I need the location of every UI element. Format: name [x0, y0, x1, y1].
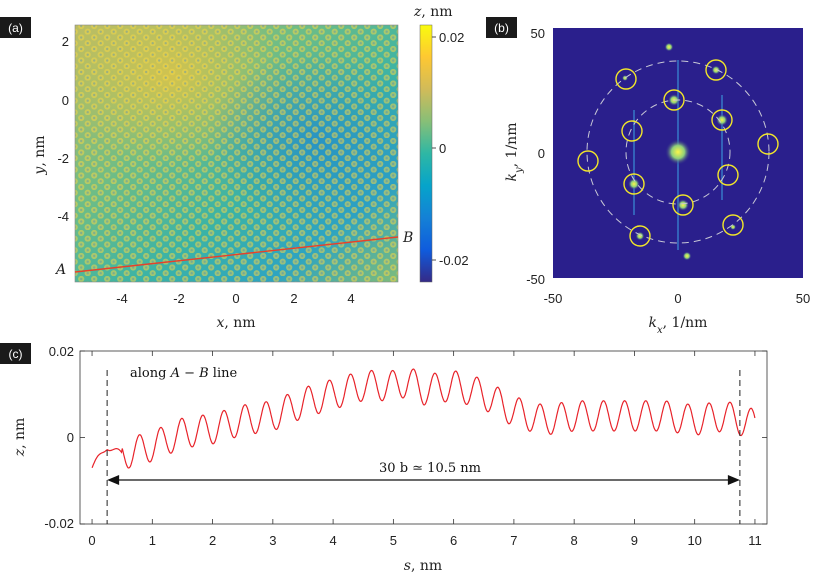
panel-c-tag: (c) [9, 347, 23, 361]
fft-spot [716, 114, 728, 126]
panel-a-xticks: -4 -2 0 2 4 [116, 291, 354, 306]
fft-marker-circle [663, 89, 685, 111]
ytick-label: -2 [57, 151, 69, 166]
panel-b-tag: (b) [494, 21, 509, 35]
xtick-label: 50 [796, 291, 810, 306]
ytick-label: -0.02 [44, 516, 74, 531]
panel-b-tag-bg [486, 17, 517, 38]
fft-marker-circle [705, 59, 727, 81]
stm-topography-image [75, 25, 398, 282]
xtick-label: 11 [748, 533, 762, 548]
fft-spot [677, 199, 689, 211]
xtick-label: 10 [687, 533, 701, 548]
xtick-label: 5 [390, 533, 397, 548]
panel-c-plot-area [79, 350, 768, 525]
profile-annotation: along A − B line [130, 366, 237, 381]
panel-c-yticks: 0.02 0 -0.02 [44, 344, 74, 531]
fft-spot [622, 75, 628, 81]
panel-b-xticks: -50 0 50 [544, 291, 811, 306]
panel-c-xtick-marks [91, 351, 756, 524]
fft-marker-circle [629, 225, 651, 247]
fft-marker-circle [577, 150, 599, 172]
xtick-label: 4 [347, 291, 354, 306]
panel-a-tag: (a) [8, 21, 23, 35]
fft-inner-ring [625, 99, 731, 205]
ytick-label: 2 [62, 34, 69, 49]
xtick-label: 2 [209, 533, 216, 548]
xtick-label: 0 [232, 291, 239, 306]
colorbar-tick: 0.02 [439, 30, 464, 45]
xtick-label: 2 [290, 291, 297, 306]
colorbar-title: z, nm [413, 4, 453, 20]
xtick-label: 1 [149, 533, 156, 548]
panel-a-xlabel: x, nm [216, 315, 255, 331]
panel-c-xticks: 0 1 2 3 4 5 6 7 8 9 10 11 [88, 533, 761, 548]
panel-b-ylabel: ky, 1/nm [504, 123, 525, 182]
panel-a-ylabel: y, nm [32, 135, 48, 175]
xtick-label: -4 [116, 291, 128, 306]
fft-marker-circles [577, 59, 779, 247]
span-arrow-head-left [107, 475, 120, 485]
xtick-label: 7 [510, 533, 517, 548]
xtick-label: 0 [674, 291, 681, 306]
xtick-label: 4 [329, 533, 336, 548]
ytick-label: 50 [531, 26, 545, 41]
panel-c-tag-bg [0, 343, 31, 364]
panel-a-frame [74, 24, 399, 283]
fft-spots [622, 42, 736, 261]
ytick-label: 0 [62, 93, 69, 108]
cut-line-a-b [74, 236, 399, 273]
colorbar-tick: -0.02 [439, 253, 469, 268]
panel-c-ylabel: z, nm [12, 418, 28, 458]
fft-spot [711, 65, 721, 75]
fft-marker-circle [757, 133, 779, 155]
fft-marker-circle [621, 120, 643, 142]
xtick-label: 9 [631, 533, 638, 548]
ytick-label: 0.02 [49, 344, 74, 359]
panel-a: (a) A B -4 -2 0 2 4 2 0 -2 -4 x, nm y, n… [0, 4, 469, 331]
fft-spot [730, 224, 736, 230]
height-profile-line [91, 368, 756, 469]
fft-marker-circle [711, 109, 733, 131]
point-b-label: B [402, 230, 413, 246]
span-label: 30 b ≃ 10.5 nm [379, 461, 481, 476]
xtick-label: 6 [450, 533, 457, 548]
xtick-label: 3 [269, 533, 276, 548]
ytick-label: -4 [57, 209, 69, 224]
panel-b: (b) [486, 17, 810, 336]
fft-marker-circle [615, 68, 637, 90]
ytick-label: 0 [67, 430, 74, 445]
colorbar-tick: 0 [439, 141, 446, 156]
fft-spot [664, 42, 674, 52]
panel-c-xlabel: s, nm [404, 558, 442, 574]
ytick-label: 0 [538, 146, 545, 161]
fft-outer-ring [586, 60, 770, 244]
xtick-label: -50 [544, 291, 563, 306]
point-a-label: A [54, 262, 66, 278]
fft-marker-circle [717, 164, 739, 186]
xtick-label: 8 [571, 533, 578, 548]
fft-spot [682, 251, 692, 261]
panel-b-xlabel: kx, 1/nm [649, 315, 708, 336]
xtick-label: -2 [173, 291, 185, 306]
xtick-label: 0 [88, 533, 95, 548]
panel-c-ytick-marks [80, 350, 767, 525]
fft-marker-circle [672, 194, 694, 216]
panel-c: (c) 0 1 2 3 4 5 6 7 8 9 10 11 0.02 0 -0.02 30 b ≃ 1… [0, 343, 768, 574]
colorbar [419, 24, 433, 283]
panel-b-yticks: 50 0 -50 [526, 26, 545, 287]
panel-a-yticks: 2 0 -2 -4 [57, 34, 69, 224]
fft-marker-circle [722, 214, 744, 236]
fft-center-peak [665, 139, 691, 165]
panel-a-tag-bg [0, 17, 31, 38]
ytick-label: -50 [526, 272, 545, 287]
fft-marker-circle [623, 173, 645, 195]
fft-spot [628, 178, 640, 190]
span-arrow-head-right [727, 475, 740, 485]
